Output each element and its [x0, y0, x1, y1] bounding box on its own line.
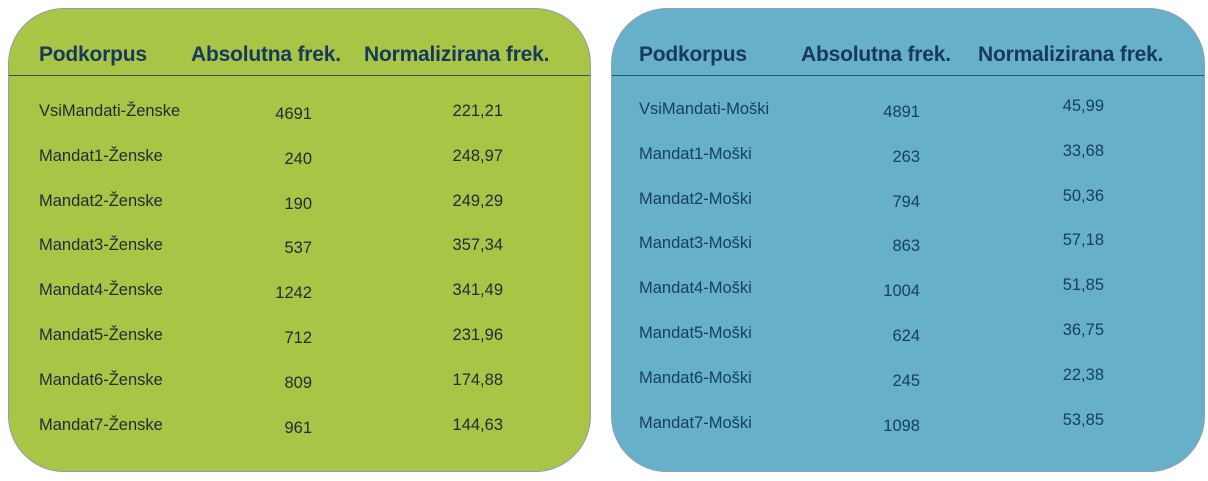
- absolute-frequency-cell: 1098: [883, 416, 920, 435]
- normalized-frequency-cell: 50,36: [1062, 186, 1104, 205]
- normalized-frequency-cell: 248,97: [452, 146, 503, 165]
- normalized-frequency-cell: 36,75: [1062, 321, 1104, 339]
- row-label: Mandat5-Moški: [639, 324, 752, 342]
- table-panel-zenske: Podkorpus Absolutna frek. Normalizirana fr…: [8, 8, 591, 472]
- row-label: Mandat5-Ženske: [39, 326, 163, 344]
- header-divider: [9, 75, 590, 76]
- absolute-frequency-cell: 961: [284, 418, 312, 437]
- column-header: Absolutna frek.: [801, 43, 951, 66]
- row-label: Mandat7-Ženske: [39, 415, 163, 434]
- column-header: Podkorpus: [639, 43, 747, 66]
- normalized-frequency-cell: 221,21: [452, 102, 503, 120]
- absolute-frequency-cell: 537: [284, 239, 312, 258]
- absolute-frequency-cell: 240: [284, 149, 312, 168]
- row-label: Mandat3-Moški: [639, 234, 752, 253]
- column-header: Normalizirana frek.: [364, 43, 550, 66]
- absolute-frequency-cell: 263: [892, 147, 920, 166]
- absolute-frequency-cell: 4891: [883, 103, 920, 121]
- absolute-frequency-cell: 863: [892, 237, 920, 256]
- normalized-frequency-cell: 341,49: [452, 281, 503, 300]
- row-label: Mandat4-Ženske: [39, 281, 163, 300]
- normalized-frequency-cell: 249,29: [452, 191, 503, 210]
- row-label: Mandat1-Ženske: [39, 146, 163, 165]
- absolute-frequency-cell: 794: [892, 192, 920, 211]
- row-label: Mandat2-Ženske: [39, 191, 163, 210]
- normalized-frequency-cell: 51,85: [1062, 276, 1104, 295]
- absolute-frequency-cell: 1242: [275, 284, 312, 303]
- row-label: Mandat4-Moški: [639, 279, 752, 298]
- normalized-frequency-cell: 144,63: [452, 415, 503, 434]
- normalized-frequency-cell: 174,88: [452, 370, 503, 389]
- row-label: VsiMandati-Ženske: [39, 102, 181, 120]
- normalized-frequency-cell: 45,99: [1062, 97, 1104, 115]
- normalized-frequency-cell: 33,68: [1062, 141, 1104, 160]
- absolute-frequency-cell: 1004: [883, 282, 920, 301]
- absolute-frequency-cell: 245: [892, 371, 920, 390]
- row-label: Mandat6-Moški: [639, 368, 752, 387]
- row-label: Mandat1-Moški: [639, 144, 752, 163]
- normalized-frequency-cell: 53,85: [1062, 410, 1104, 429]
- row-label: VsiMandati-Moški: [639, 100, 770, 118]
- column-header: Podkorpus: [39, 43, 147, 66]
- normalized-frequency-cell: 22,38: [1062, 365, 1104, 384]
- absolute-frequency-cell: 712: [284, 329, 312, 347]
- absolute-frequency-cell: 4691: [275, 105, 312, 123]
- absolute-frequency-cell: 809: [284, 373, 312, 392]
- normalized-frequency-cell: 231,96: [452, 326, 503, 344]
- normalized-frequency-cell: 357,34: [452, 236, 503, 255]
- row-label: Mandat3-Ženske: [39, 236, 163, 255]
- absolute-frequency-cell: 190: [284, 194, 312, 213]
- table-panel-moski: Podkorpus Absolutna frek. Normalizirana fr…: [611, 8, 1205, 472]
- header-divider: [612, 75, 1204, 76]
- column-header: Absolutna frek.: [191, 43, 341, 66]
- normalized-frequency-cell: 57,18: [1062, 231, 1104, 250]
- row-label: Mandat6-Ženske: [39, 370, 163, 389]
- row-label: Mandat2-Moški: [639, 189, 752, 208]
- absolute-frequency-cell: 624: [892, 327, 920, 345]
- column-header: Normalizirana frek.: [978, 43, 1164, 66]
- row-label: Mandat7-Moški: [639, 413, 752, 432]
